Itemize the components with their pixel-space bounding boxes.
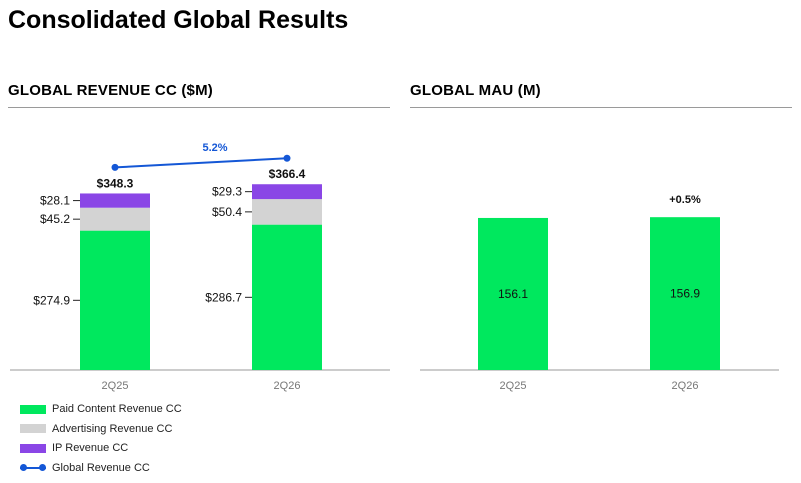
bar-ip-revenue-cc-2q25 — [80, 193, 150, 208]
data-label-paid-content-revenue-cc-2q25: $274.9 — [33, 293, 70, 307]
data-label-mau-2q25: 156.1 — [498, 287, 528, 301]
legend-label-global-revenue: Global Revenue CC — [52, 461, 150, 474]
legend-label-ip: IP Revenue CC — [52, 442, 129, 454]
x-tick-label-revenue-2q25: 2Q25 — [102, 380, 129, 392]
legend-item-global-revenue: Global Revenue CC — [20, 459, 182, 479]
mau-growth-label: +0.5% — [669, 194, 701, 206]
legend-item-ip: IP Revenue CC — [20, 439, 182, 459]
data-label-ip-revenue-cc-2q25: $28.1 — [40, 194, 70, 208]
bar-advertising-revenue-cc-2q25 — [80, 207, 150, 231]
bar-paid-content-revenue-cc-2q25 — [80, 230, 150, 370]
data-label-ip-revenue-cc-2q26: $29.3 — [212, 185, 242, 199]
legend-item-paid-content: Paid Content Revenue CC — [20, 400, 182, 420]
global-revenue-label-2q25: $348.3 — [97, 176, 134, 190]
legend-swatch-paid-content — [20, 404, 46, 414]
global-revenue-point-2q25 — [111, 163, 119, 171]
bar-ip-revenue-cc-2q26 — [252, 184, 322, 200]
legend-line-marker-icon — [20, 463, 46, 472]
mau-chart-title: GLOBAL MAU (M) — [410, 82, 541, 99]
global-revenue-line — [114, 157, 288, 169]
bar-mau-2q26 — [650, 217, 720, 370]
legend-item-advertising: Advertising Revenue CC — [20, 420, 182, 440]
page-title: Consolidated Global Results — [8, 6, 349, 34]
legend-swatch-ip — [20, 443, 46, 453]
global-revenue-growth-label: 5.2% — [202, 142, 227, 154]
bar-paid-content-revenue-cc-2q26 — [252, 224, 322, 370]
revenue-legend: Paid Content Revenue CC Advertising Reve… — [20, 400, 182, 478]
bar-mau-2q25 — [478, 217, 548, 370]
legend-label-paid-content: Paid Content Revenue CC — [52, 403, 182, 415]
mau-title-divider — [410, 107, 792, 108]
revenue-title-divider — [8, 107, 390, 108]
x-tick-label-mau-2q26: 2Q26 — [672, 380, 699, 392]
data-label-advertising-revenue-cc-2q25: $45.2 — [40, 212, 70, 226]
global-revenue-label-2q26: $366.4 — [269, 167, 306, 181]
x-tick-label-mau-2q25: 2Q25 — [500, 380, 527, 392]
bar-advertising-revenue-cc-2q26 — [252, 199, 322, 225]
revenue-chart-title: GLOBAL REVENUE CC ($M) — [8, 82, 213, 99]
charts-canvas: $274.9 $45.2 $28.1 2Q25 $286.7 $50.4 $29.3 2Q26… — [10, 142, 779, 392]
global-revenue-point-2q26 — [283, 154, 291, 162]
data-label-advertising-revenue-cc-2q26: $50.4 — [212, 205, 242, 219]
data-label-paid-content-revenue-cc-2q26: $286.7 — [205, 290, 242, 304]
legend-swatch-advertising — [20, 424, 46, 434]
x-tick-label-revenue-2q26: 2Q26 — [274, 380, 301, 392]
data-label-mau-2q26: 156.9 — [670, 287, 700, 301]
legend-label-advertising: Advertising Revenue CC — [52, 422, 173, 435]
